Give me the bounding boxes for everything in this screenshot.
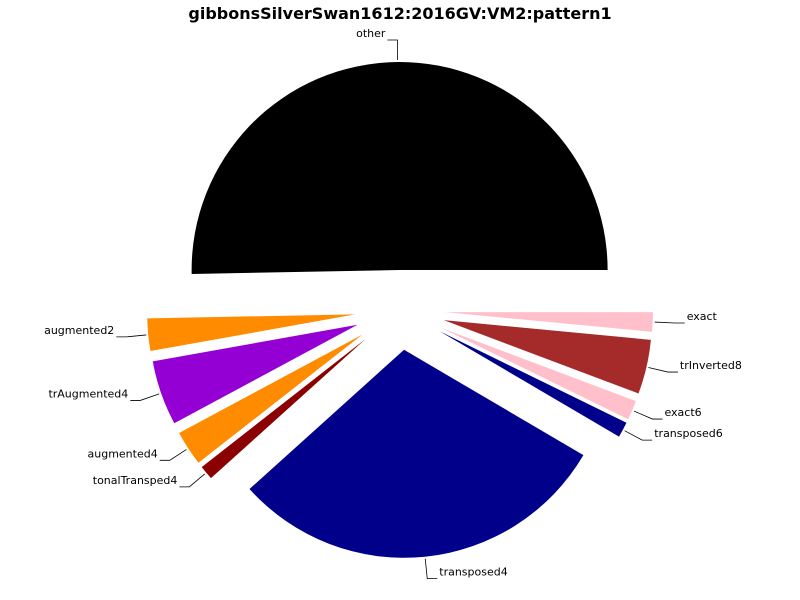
pie-slice-tonalTransped4 [201,338,366,479]
slice-label-augmented2: augmented2 [44,324,114,337]
pie-slice-trAugmented4 [152,324,358,424]
slice-label-exact: exact [687,310,718,323]
slice-label-trInverted8: trInverted8 [680,359,742,372]
leader-line-trInverted8 [648,367,678,373]
leader-line-transposed4 [424,558,438,580]
leader-line-other [387,39,399,61]
leader-line-exact6 [633,410,663,420]
pie-slice-trInverted8 [443,320,651,394]
slice-label-other: other [356,27,386,40]
slice-label-trAugmented4: trAugmented4 [48,387,128,400]
leader-line-augmented4 [159,449,187,461]
slice-label-tonalTransped4: tonalTransped4 [93,474,178,487]
slice-label-transposed6: transposed6 [654,427,722,440]
leader-line-augmented2 [116,334,147,338]
leader-line-tonalTransped4 [179,473,205,488]
slice-label-augmented4: augmented4 [88,447,158,460]
pie-slice-other [191,62,608,274]
leader-line-transposed6 [624,430,653,441]
pie-slice-exact6 [441,327,636,420]
pie-slice-transposed6 [439,331,627,437]
leader-line-trAugmented4 [130,393,160,401]
pie-slice-augmented2 [147,314,356,352]
slice-label-transposed4: transposed4 [439,566,507,579]
chart-title: gibbonsSilverSwan1612:2016GV:VM2:pattern… [188,4,612,23]
pie-slice-transposed4 [249,349,584,558]
pie-slice-augmented4 [179,334,363,463]
pie-slice-exact [444,312,653,332]
slice-label-exact6: exact6 [664,406,701,419]
leader-line-exact [654,321,685,324]
